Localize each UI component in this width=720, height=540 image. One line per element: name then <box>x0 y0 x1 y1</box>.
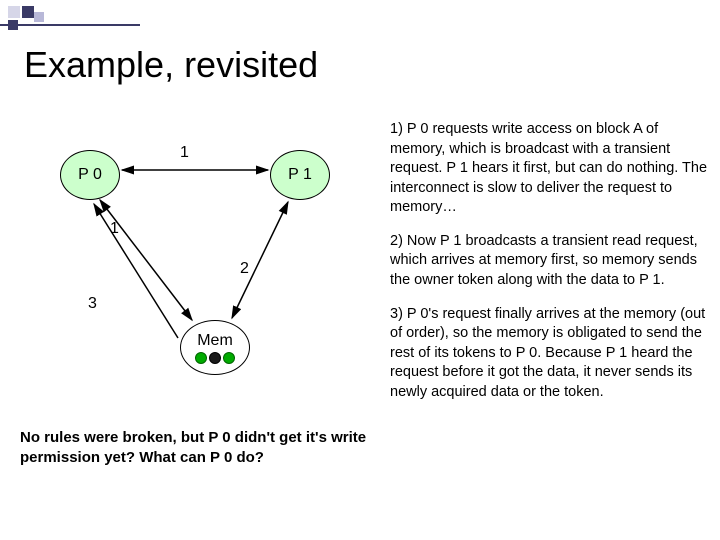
node-p1: P 1 <box>270 150 330 200</box>
edge-label: 3 <box>88 295 97 313</box>
diagram: P 0 P 1 Mem 1 1 2 3 <box>10 120 380 440</box>
deco-square <box>8 6 20 18</box>
mem-token <box>195 352 207 364</box>
slide-corner-decoration <box>0 0 140 30</box>
question-text: No rules were broken, but P 0 didn't get… <box>20 428 370 467</box>
deco-square <box>22 6 34 18</box>
explanation-para-2: 2) Now P 1 broadcasts a transient read r… <box>390 232 715 291</box>
edge-label: 1 <box>180 144 189 162</box>
edge-label: 1 <box>110 220 119 238</box>
node-mem-label: Mem <box>197 332 233 350</box>
node-p0: P 0 <box>60 150 120 200</box>
mem-token <box>209 352 221 364</box>
deco-line <box>0 24 140 26</box>
node-p0-label: P 0 <box>78 166 102 184</box>
deco-square <box>34 12 44 22</box>
node-mem: Mem <box>180 320 250 375</box>
node-p1-label: P 1 <box>288 166 312 184</box>
edge-label: 2 <box>240 260 249 278</box>
mem-tokens <box>195 352 235 364</box>
explanation-para-1: 1) P 0 requests write access on block A … <box>390 120 715 218</box>
slide-title: Example, revisited <box>24 44 318 86</box>
mem-token <box>223 352 235 364</box>
explanation-text: 1) P 0 requests write access on block A … <box>390 120 715 416</box>
explanation-para-3: 3) P 0's request finally arrives at the … <box>390 305 715 403</box>
deco-square <box>8 20 18 30</box>
